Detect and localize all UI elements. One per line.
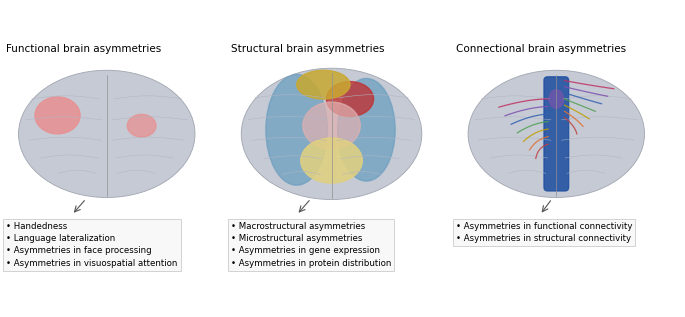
Ellipse shape xyxy=(338,79,395,181)
Ellipse shape xyxy=(18,70,195,197)
Text: Structural brain asymmetries: Structural brain asymmetries xyxy=(231,44,384,54)
Ellipse shape xyxy=(468,70,645,197)
Text: Functional brain asymmetries: Functional brain asymmetries xyxy=(6,44,162,54)
Ellipse shape xyxy=(127,114,156,137)
FancyBboxPatch shape xyxy=(544,77,569,191)
Ellipse shape xyxy=(18,70,195,197)
Ellipse shape xyxy=(301,138,362,183)
Ellipse shape xyxy=(303,102,360,149)
Ellipse shape xyxy=(35,97,80,134)
Ellipse shape xyxy=(468,70,645,197)
Ellipse shape xyxy=(297,70,350,99)
Ellipse shape xyxy=(266,74,327,185)
Text: • Handedness
• Language lateralization
• Asymmetries in face processing
• Asymme: • Handedness • Language lateralization •… xyxy=(6,222,177,268)
Text: • Asymmetries in functional connectivity
• Asymmetries in structural connectivit: • Asymmetries in functional connectivity… xyxy=(456,222,632,243)
Text: • Macrostructural asymmetries
• Microstructural asymmetries
• Asymmetries in gen: • Macrostructural asymmetries • Microstr… xyxy=(231,222,391,268)
Ellipse shape xyxy=(327,81,373,116)
Ellipse shape xyxy=(241,68,422,199)
Text: Connectional brain asymmetries: Connectional brain asymmetries xyxy=(456,44,626,54)
Ellipse shape xyxy=(241,68,422,199)
Ellipse shape xyxy=(549,90,564,108)
